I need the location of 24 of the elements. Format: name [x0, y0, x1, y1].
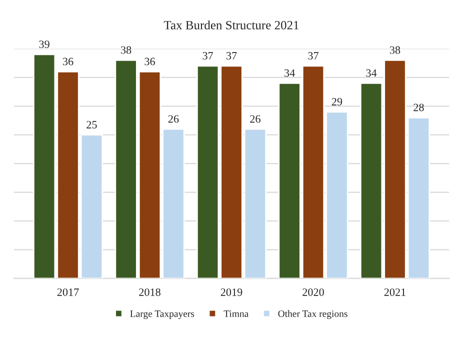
data-label: 25	[86, 120, 97, 128]
x-tick-label: 2020	[302, 288, 324, 296]
data-label: 38	[390, 46, 400, 54]
x-tick-label: 2021	[384, 288, 406, 296]
x-tick-label: 2019	[220, 288, 242, 296]
data-label: 39	[39, 40, 50, 48]
data-label: 37	[308, 52, 318, 60]
data-label: 29	[332, 98, 342, 106]
legend-label: Timna	[224, 310, 249, 318]
x-tick-label: 2017	[57, 288, 79, 296]
data-label: 34	[366, 69, 377, 77]
data-label: 26	[168, 115, 179, 123]
legend-label: Large Taxpayers	[130, 310, 194, 320]
chart-title: Tax Burden Structure 2021	[164, 20, 299, 30]
data-label: 36	[144, 58, 155, 66]
data-label: 36	[62, 58, 74, 66]
x-tick-label: 2018	[139, 288, 160, 296]
legend-label: Other Tax regions	[278, 310, 348, 320]
data-label: 34	[284, 69, 295, 77]
data-label: 28	[414, 104, 424, 112]
data-label: 37	[202, 52, 214, 60]
data-label: 38	[121, 46, 132, 54]
data-label: 37	[226, 52, 237, 60]
data-label: 26	[250, 115, 260, 123]
